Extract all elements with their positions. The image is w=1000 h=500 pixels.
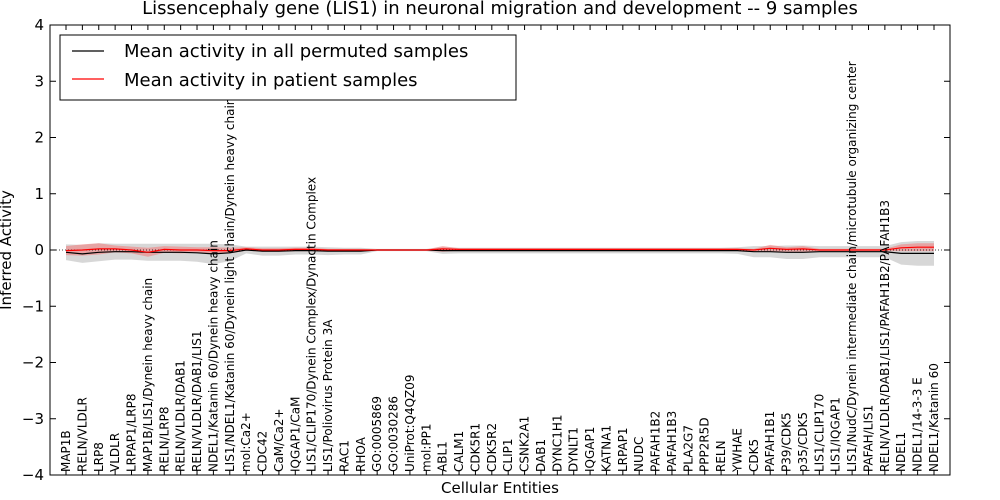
- chart-title: Lissencephaly gene (LIS1) in neuronal mi…: [142, 0, 858, 19]
- x-tick-label-35: NUDC: [632, 437, 646, 472]
- x-tick-label-38: PLA2G7: [681, 425, 695, 472]
- x-tick-label-16: LIS1/Poliovirus Protein 3A: [321, 319, 335, 472]
- y-axis-label: Inferred Activity: [0, 190, 15, 310]
- x-tick-label-29: DAB1: [534, 439, 548, 472]
- y-tick-label-0: −4: [22, 466, 44, 484]
- x-tick-label-47: LIS1/IQGAP1: [829, 397, 843, 472]
- x-tick-label-10: LIS1/NDEL1/Katanin 60/Dynein light chain…: [223, 98, 237, 472]
- y-axis: −4 −3 −2 −1 0 1 2 3 4: [22, 16, 950, 484]
- x-tick-label-4: LRPAP1/LRP8: [125, 393, 139, 472]
- x-tick-label-44: P39/CDK5: [780, 412, 794, 472]
- x-tick-label-9: NDEL1/Katanin 60/Dynein heavy chain: [206, 240, 220, 472]
- x-tick-label-46: LIS1/CLIP170: [812, 394, 826, 472]
- x-axis-tick-labels: MAP1B RELN/VLDLR LRP8 VLDLR LRPAP1/LRP8 MAP1B…: [59, 25, 941, 475]
- confidence-bands: [50, 241, 950, 266]
- x-tick-label-45: p35/CDK5: [796, 412, 810, 472]
- x-tick-label-23: ABL1: [436, 441, 450, 472]
- y-tick-label-8: 4: [34, 16, 44, 34]
- x-tick-label-15: LIS1/CLIP170/Dynein Complex/Dynactin Com…: [305, 177, 319, 472]
- y-tick-label-1: −3: [22, 410, 44, 428]
- y-tick-label-4: 0: [34, 241, 44, 259]
- x-tick-label-48: LIS1/NudC/Dynein intermediate chain/micr…: [845, 61, 859, 472]
- x-tick-label-36: PAFAH1B2: [649, 411, 663, 472]
- x-tick-label-19: GO:0005869: [370, 396, 384, 472]
- x-tick-label-6: RELN/LRP8: [157, 406, 171, 472]
- x-tick-label-51: NDEL1: [894, 432, 908, 472]
- x-tick-label-30: DYNC1H1: [550, 414, 564, 472]
- y-tick-label-6: 2: [34, 129, 44, 147]
- x-tick-label-21: UniProt:Q4QZ09: [403, 374, 417, 472]
- y-tick-label-7: 3: [34, 72, 44, 90]
- x-tick-label-43: PAFAH1B1: [763, 411, 777, 472]
- x-tick-label-41: YWHAE: [731, 428, 745, 473]
- x-tick-label-2: LRP8: [92, 442, 106, 472]
- x-tick-label-25: CDK5R1: [468, 423, 482, 472]
- legend-label-permuted: Mean activity in all permuted samples: [124, 41, 468, 62]
- x-tick-label-22: mol:PP1: [419, 423, 433, 472]
- series-line-1: [65, 246, 934, 253]
- x-tick-label-1: RELN/VLDLR: [75, 397, 89, 472]
- series-lines: [65, 246, 935, 255]
- x-tick-label-28: CSNK2A1: [518, 416, 532, 472]
- x-tick-label-52: NDEL1/14-3-3 E: [911, 377, 925, 472]
- x-tick-label-14: IQGAP1/CaM: [288, 397, 302, 473]
- x-tick-label-11: mol:Ca2+: [239, 412, 253, 472]
- y-tick-label-3: −1: [22, 297, 44, 315]
- x-tick-label-5: MAP1B/LIS1/Dynein heavy chain: [141, 278, 155, 472]
- x-tick-label-37: PAFAH1B3: [665, 411, 679, 472]
- x-tick-label-20: GO:0030286: [387, 396, 401, 472]
- x-tick-label-0: MAP1B: [59, 430, 73, 472]
- x-tick-label-13: CaM/Ca2+: [272, 408, 286, 472]
- x-tick-label-49: PAFAH/LIS1: [862, 405, 876, 472]
- x-tick-label-18: RHOA: [354, 436, 368, 472]
- x-tick-label-7: RELN/VLDLR/DAB1: [174, 360, 188, 472]
- x-tick-label-53: NDEL1/Katanin 60: [927, 363, 941, 472]
- legend: Mean activity in all permuted samples Me…: [59, 34, 517, 101]
- x-tick-label-12: CDC42: [256, 431, 270, 472]
- x-tick-label-27: CLIP1: [501, 439, 515, 472]
- x-tick-label-42: CDK5: [747, 439, 761, 472]
- x-tick-label-40: RELN: [714, 440, 728, 472]
- x-tick-label-3: VLDLR: [108, 433, 122, 472]
- x-tick-label-34: LRPAP1: [616, 427, 630, 472]
- legend-label-patient: Mean activity in patient samples: [124, 70, 418, 91]
- x-tick-label-8: RELN/VLDLR/DAB1/LIS1: [190, 331, 204, 472]
- x-tick-label-24: CALM1: [452, 431, 466, 472]
- y-tick-label-2: −2: [22, 354, 44, 372]
- x-tick-label-26: CDK5R2: [485, 423, 499, 472]
- x-tick-label-32: IQGAP1: [583, 427, 597, 472]
- x-tick-label-39: PPP2R5D: [698, 417, 712, 472]
- x-tick-label-31: DYNLT1: [567, 427, 581, 472]
- x-axis-label: Cellular Entities: [441, 479, 559, 497]
- band-series-0: [66, 241, 934, 266]
- y-tick-label-5: 1: [34, 185, 44, 203]
- x-tick-label-17: RAC1: [337, 440, 351, 472]
- series-line-0: [65, 249, 934, 255]
- legend-box: [59, 34, 517, 101]
- x-tick-label-33: KATNA1: [600, 425, 614, 472]
- x-tick-label-50: RELN/VLDLR/DAB1/LIS1/PAFAH1B2/PAFAH1B3: [878, 200, 892, 472]
